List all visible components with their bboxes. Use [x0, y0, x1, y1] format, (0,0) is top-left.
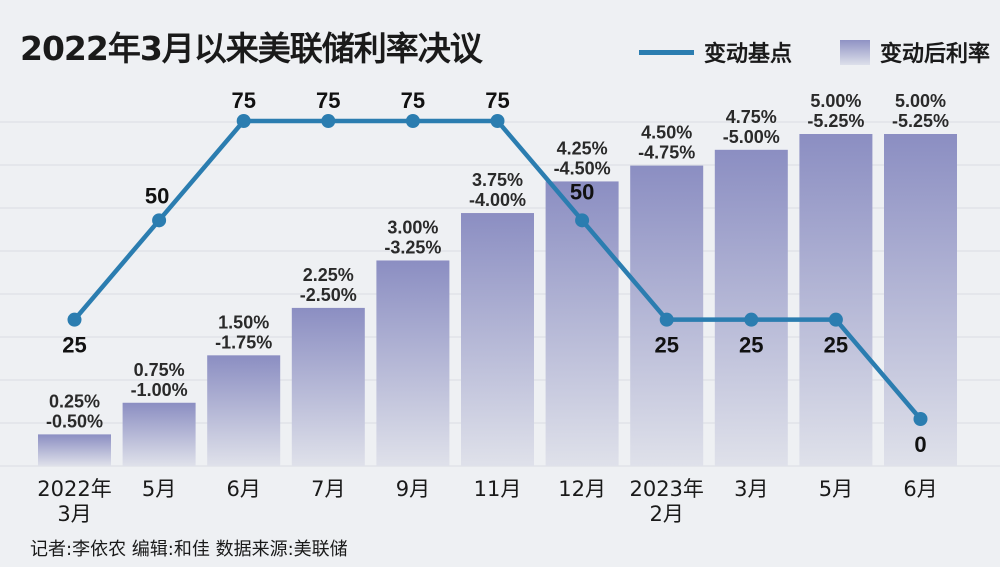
bar-label-top: 4.75%	[726, 107, 777, 127]
bar-label-bottom: -1.00%	[131, 380, 188, 400]
line-point	[913, 412, 928, 426]
line-point-label: 75	[401, 88, 425, 113]
bar-label-bottom: -3.25%	[384, 237, 441, 257]
x-tick-label: 6月	[227, 477, 261, 501]
bar-label-top: 1.50%	[218, 312, 269, 332]
x-tick-label: 7月	[311, 477, 345, 501]
line-point	[575, 213, 590, 228]
bar-label-top: 5.00%	[895, 91, 946, 111]
line-point-label: 50	[570, 179, 594, 204]
chart-title: 2022年3月以来美联储利率决议	[20, 29, 483, 68]
bar-label-top: 3.75%	[472, 170, 523, 190]
x-tick-label: 3月	[57, 502, 91, 526]
bar-label-bottom: -1.75%	[215, 332, 272, 352]
line-point	[152, 213, 167, 228]
legend-bar-label: 变动后利率	[879, 42, 990, 67]
legend-line-swatch	[638, 49, 694, 55]
bar-label-bottom: -2.50%	[300, 285, 357, 305]
x-tick-label: 2022年	[37, 477, 111, 501]
bar	[714, 149, 788, 467]
line-point-label: 25	[824, 333, 848, 358]
line-point	[490, 114, 505, 128]
line-point-label: 75	[485, 88, 509, 113]
line-point-label: 50	[145, 183, 169, 208]
bar	[291, 307, 365, 466]
bar	[376, 260, 450, 466]
bar	[884, 134, 957, 466]
line-point	[67, 312, 82, 327]
line-point-label: 0	[914, 432, 926, 457]
bar-label-bottom: -4.50%	[554, 158, 611, 178]
line-point	[828, 312, 843, 327]
line-point-label: 25	[654, 333, 678, 358]
legend: 变动基点 变动后利率	[638, 36, 990, 68]
bar-label-top: 2.25%	[303, 265, 354, 285]
bar-label-bottom: -4.75%	[638, 143, 695, 163]
x-tick-label: 6月	[903, 477, 937, 501]
bar-label-bottom: -4.00%	[469, 190, 526, 210]
x-tick-label: 5月	[819, 477, 853, 501]
bar-label-top: 3.00%	[387, 217, 438, 237]
x-tick-label: 5月	[142, 477, 176, 501]
bar	[122, 402, 196, 466]
bar-label-top: 4.25%	[557, 138, 608, 158]
bar	[545, 181, 619, 466]
line-point	[321, 114, 336, 128]
line-point	[405, 114, 420, 128]
x-tick-label: 2月	[650, 502, 684, 526]
line-point-label: 25	[739, 333, 763, 358]
bar-label-bottom: -0.50%	[46, 411, 103, 431]
legend-line-label: 变动基点	[703, 42, 792, 67]
line-point-label: 75	[316, 88, 340, 113]
x-tick-label: 2023年	[629, 477, 703, 501]
x-tick-label: 9月	[396, 477, 430, 501]
bar-label-top: 0.25%	[49, 391, 100, 411]
bar-label-top: 5.00%	[810, 91, 861, 111]
x-tick-label: 12月	[558, 477, 606, 501]
bar-label-top: 4.50%	[641, 123, 692, 143]
bar	[207, 355, 281, 466]
bar-label-top: 0.75%	[134, 360, 185, 380]
line-point	[236, 114, 251, 128]
line-point-label: 75	[231, 88, 255, 113]
line-point-label: 25	[62, 333, 86, 358]
line-point	[659, 312, 674, 327]
bar-label-bottom: -5.25%	[807, 111, 864, 131]
bar-label-bottom: -5.25%	[892, 111, 949, 131]
x-tick-label: 11月	[474, 477, 522, 501]
footer-credits: 记者:李依农 编辑:和佳 数据来源:美联储	[30, 539, 348, 560]
bar	[461, 213, 534, 466]
legend-bar-swatch	[839, 39, 870, 65]
bar	[38, 434, 111, 466]
line-point	[744, 312, 759, 327]
x-tick-label: 3月	[734, 477, 768, 501]
bar-label-bottom: -5.00%	[723, 127, 780, 147]
bar	[799, 134, 873, 466]
